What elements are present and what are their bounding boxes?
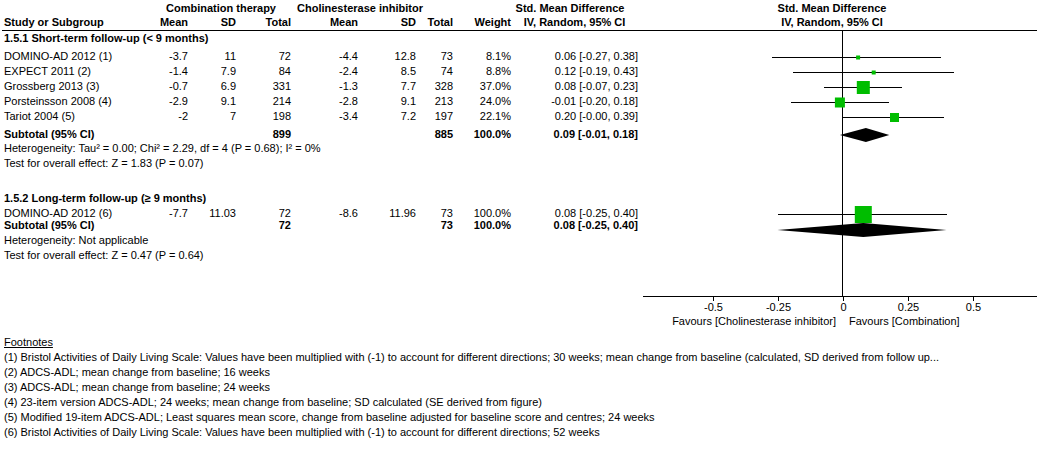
svg-text:-0.25: -0.25 [766,301,791,313]
svg-text:0.25: 0.25 [898,301,919,313]
forest-plot-canvas: -0.5 -0.25 0 0.25 0.5 Favours [Cholinesterase… [0,0,1051,330]
svg-text:Favours [Cholinesterase inhibi: Favours [Cholinesterase inhibitor] [672,315,836,327]
footnote-item: (5) Modified 19-item ADCS-ADL; Least squ… [4,411,655,424]
footnote-item: (2) ADCS-ADL; mean change from baseline;… [4,366,270,379]
footnote-item: (6) Bristol Activities of Daily Living S… [4,426,600,439]
footnotes-heading: Footnotes [4,336,53,349]
svg-text:Favours [Combination]: Favours [Combination] [849,315,960,327]
svg-text:-0.5: -0.5 [704,301,723,313]
svg-text:0: 0 [840,301,846,313]
forest-plot-figure: Combination therapy Cholinesterase inhib… [0,0,1051,464]
footnote-item: (1) Bristol Activities of Daily Living S… [4,351,939,364]
footnote-item: (4) 23-item version ADCS-ADL; 24 weeks; … [4,396,542,409]
svg-text:0.5: 0.5 [966,301,981,313]
footnote-item: (3) ADCS-ADL; mean change from baseline;… [4,381,270,394]
